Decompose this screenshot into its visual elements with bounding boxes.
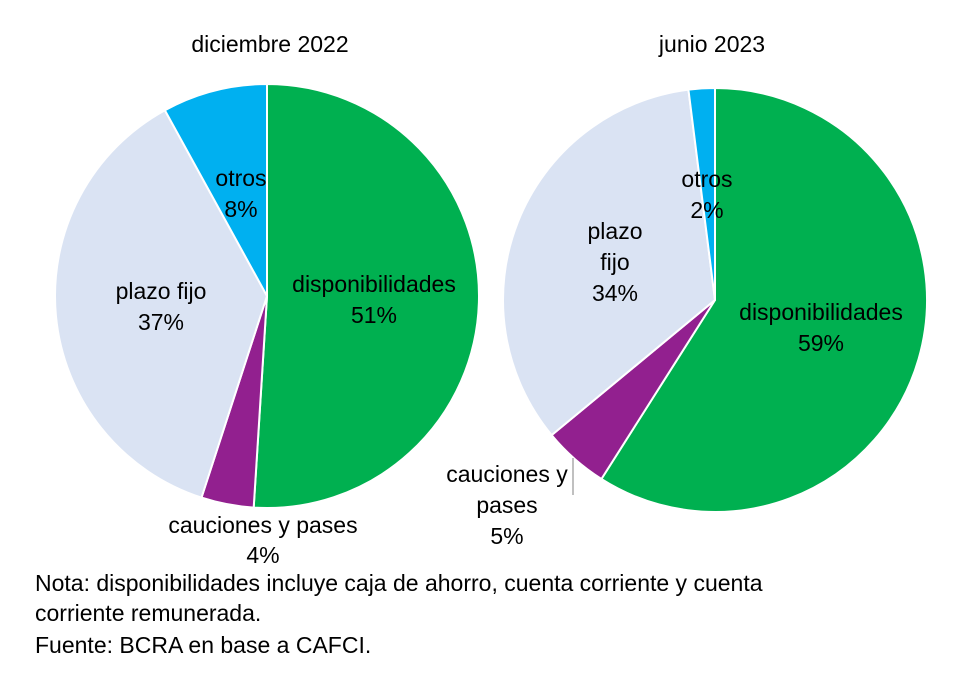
value-plazo-fijo-1: 37% [138, 309, 184, 335]
value-otros-1: 8% [224, 196, 257, 222]
label-plazo-fijo-2-line2: fijo [600, 249, 629, 275]
label-disponibilidades-1: disponibilidades [292, 271, 456, 297]
label-cauciones-2-line1: cauciones y [446, 461, 568, 487]
label-otros-1: otros [215, 165, 266, 191]
slice-plazo-fijo [502, 88, 717, 437]
note-line-2: corriente remunerada. [35, 600, 262, 626]
slice-plazo-fijo [54, 108, 269, 499]
value-disponibilidades-2: 59% [798, 330, 844, 356]
label-disponibilidades-2: disponibilidades [739, 299, 903, 325]
value-plazo-fijo-2: 34% [592, 280, 638, 306]
label-plazo-fijo-1: plazo fijo [116, 278, 207, 304]
slice-disponibilidades [600, 86, 928, 513]
value-otros-2: 2% [690, 197, 723, 223]
chart-title-2: junio 2023 [658, 31, 765, 57]
value-cauciones-2: 5% [490, 523, 523, 549]
note-line-1: Nota: disponibilidades incluye caja de a… [35, 570, 763, 596]
label-otros-2: otros [681, 166, 732, 192]
slice-disponibilidades [252, 82, 480, 509]
chart-title-1: diciembre 2022 [191, 31, 348, 57]
label-cauciones-2-line2: pases [476, 492, 537, 518]
slice-otros [163, 82, 268, 297]
source-note: Fuente: BCRA en base a CAFCI. [35, 632, 372, 658]
slice-otros [687, 86, 716, 301]
label-plazo-fijo-2-line1: plazo [588, 218, 643, 244]
label-cauciones-1: cauciones y pases [168, 512, 357, 538]
pie-diciembre-2022 [54, 82, 480, 509]
pie-junio-2023 [502, 86, 928, 513]
value-disponibilidades-1: 51% [351, 302, 397, 328]
value-cauciones-1: 4% [246, 542, 279, 568]
